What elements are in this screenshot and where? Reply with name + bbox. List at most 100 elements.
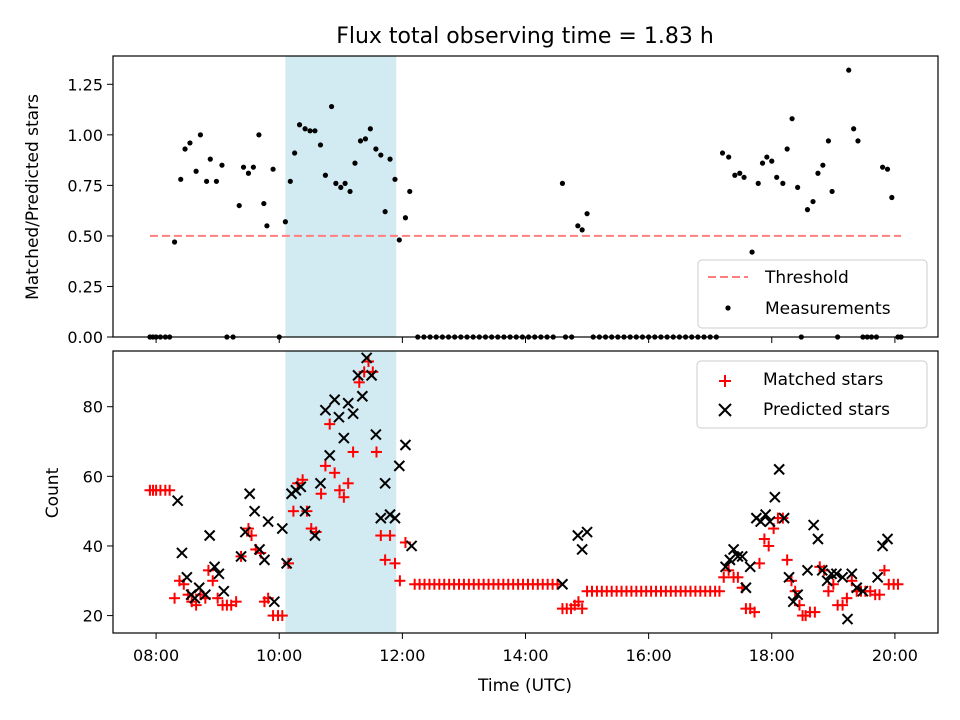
matched-star-point (363, 355, 375, 367)
predicted-star-point (821, 575, 833, 587)
top-y-tick-label: 1.00 (67, 126, 103, 145)
predicted-star-point (356, 390, 369, 402)
matched-star-point (276, 610, 288, 622)
legend-threshold-label: Threshold (764, 268, 849, 288)
measurement-point (402, 215, 409, 221)
measurement-point (342, 180, 348, 186)
matched-star-point (329, 467, 341, 479)
measurement-point (207, 156, 213, 162)
matched-star-point (389, 557, 401, 569)
measurement-point (825, 138, 832, 144)
measurement-point (292, 150, 298, 156)
predicted-star-point (295, 481, 307, 493)
measurement-point (764, 154, 770, 160)
predicted-star-stroke (314, 477, 327, 490)
predicted-star-point (338, 432, 350, 444)
predicted-star-stroke (851, 582, 863, 594)
predicted-star-stroke (754, 515, 767, 528)
matched-star-point (822, 585, 834, 597)
measurement-point (795, 184, 801, 191)
measurement-point (282, 219, 288, 225)
predicted-star-stroke (375, 512, 387, 524)
predicted-star-stroke (405, 540, 418, 552)
matched-star-point (837, 599, 849, 611)
matched-star-point (758, 533, 770, 545)
predicted-star-stroke (876, 540, 889, 552)
predicted-star-point (360, 352, 373, 364)
measurement-point (804, 207, 811, 213)
measurement-point (322, 172, 329, 178)
predicted-star-point (787, 595, 800, 608)
bottom-x-ticks: 08:00 10:00 12:00 14:00 16:00 18:00 20:00 (133, 633, 918, 665)
matched-star-point (207, 575, 219, 587)
predicted-star-stroke (871, 571, 884, 584)
predicted-star-stroke (836, 571, 849, 584)
legend-measurements-swatch (725, 305, 731, 311)
measurement-point (178, 176, 184, 182)
measurement-point (575, 223, 581, 229)
predicted-star-stroke (857, 585, 869, 597)
matched-star-point (164, 484, 176, 496)
matched-star-point (371, 446, 383, 458)
measurement-point (732, 172, 738, 178)
measurement-point (749, 249, 755, 255)
predicted-star-point (754, 515, 767, 528)
predicted-star-stroke (576, 543, 588, 556)
predicted-star-point (258, 554, 271, 566)
matched-star-point (190, 599, 202, 611)
bottom-legend-box (696, 360, 928, 429)
predicted-star-stroke (253, 543, 266, 556)
measurement-point (373, 146, 379, 152)
predicted-star-stroke (807, 519, 820, 531)
x-axis-label: Time (UTC) (477, 676, 572, 696)
predicted-star-point (825, 568, 838, 580)
predicted-star-point (759, 508, 772, 521)
predicted-star-point (807, 519, 820, 531)
x-tick-label: 14:00 (502, 646, 548, 665)
top-y-tick-label: 0.25 (67, 277, 103, 296)
predicted-star-stroke (816, 564, 828, 577)
predicted-star-point (375, 512, 387, 524)
measurement-point (780, 180, 786, 186)
matched-star-point (841, 592, 853, 604)
measurement-point (829, 188, 835, 195)
predicted-star-stroke (319, 404, 332, 416)
predicted-star-point (262, 515, 274, 528)
predicted-star-stroke (812, 533, 824, 545)
x-tick-label: 20:00 (872, 646, 918, 665)
matched-star-point (353, 376, 365, 388)
measurement-point (302, 126, 308, 132)
predicted-star-point (352, 369, 364, 382)
predicted-star-point (280, 557, 293, 570)
matched-star-point (282, 557, 294, 569)
matched-star-point (338, 491, 350, 503)
predicted-star-stroke (801, 564, 814, 577)
matched-star-point (384, 530, 396, 542)
measurement-point (820, 162, 826, 168)
predicted-star-point (740, 582, 752, 594)
predicted-star-point (812, 533, 824, 545)
matched-star-point (846, 575, 858, 587)
bottom-y-tick-label: 60 (83, 467, 103, 486)
measurement-point (726, 154, 732, 160)
measurement-point (197, 132, 204, 138)
predicted-star-stroke (299, 505, 311, 517)
matched-star-point (713, 585, 725, 597)
measurement-point (287, 178, 293, 184)
measurement-point (261, 200, 267, 207)
predicted-star-point (299, 505, 311, 517)
predicted-star-point (727, 543, 740, 556)
predicted-star-point (846, 568, 858, 580)
measurement-point (213, 178, 220, 184)
matched-star-point (732, 571, 744, 583)
bottom-axes: 20 40 60 80 08:00 10:00 12:00 14:00 16:00 18:00 2… (43, 350, 939, 696)
predicted-star-stroke (556, 578, 569, 590)
predicted-star-point (724, 554, 736, 566)
predicted-star-stroke (821, 575, 833, 587)
predicted-star-stroke (193, 582, 205, 594)
measurement-point (769, 158, 775, 164)
matched-star-point (874, 589, 886, 601)
measurement-point (317, 142, 324, 148)
measurement-point (250, 164, 256, 170)
measurement-point (387, 156, 393, 162)
